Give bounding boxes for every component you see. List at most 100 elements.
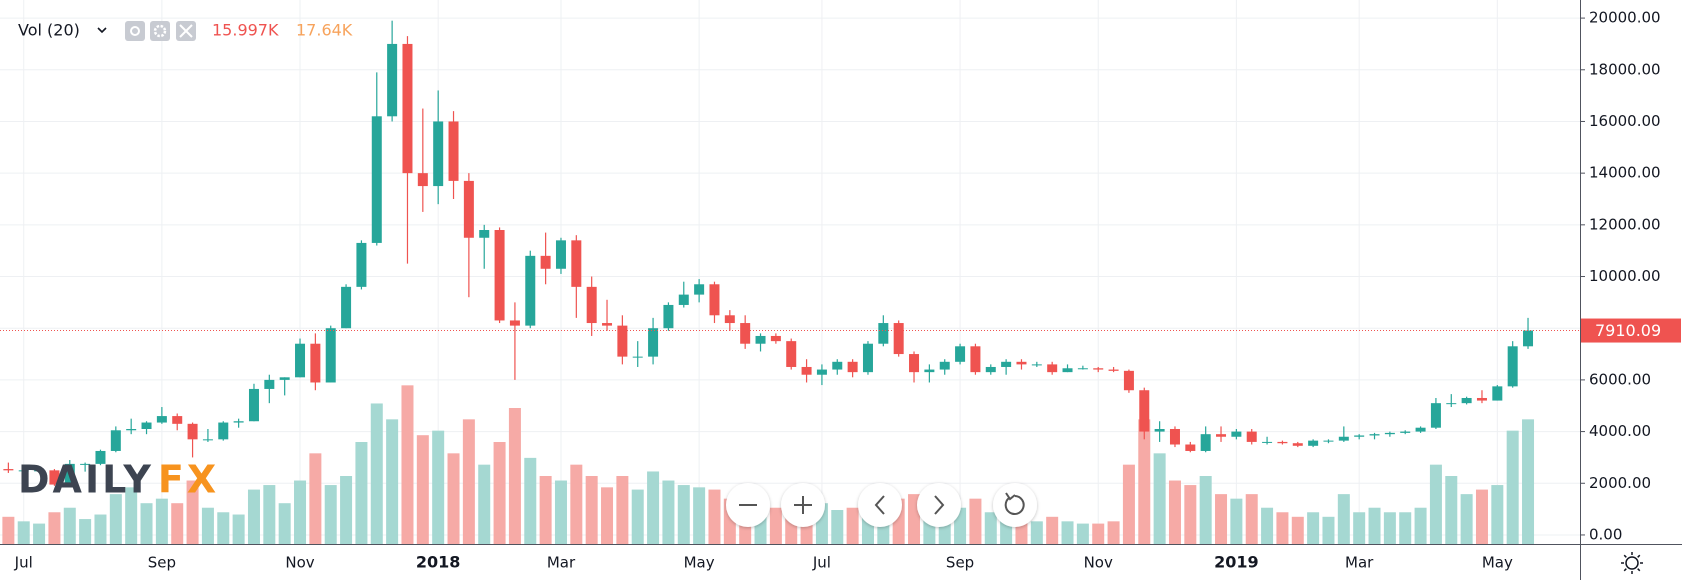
volume-bar xyxy=(647,471,660,544)
volume-bar xyxy=(1445,476,1458,544)
candle-body xyxy=(448,121,459,181)
volume-bar xyxy=(1138,419,1151,544)
volume-bar xyxy=(294,480,307,544)
x-tick-label: Jul xyxy=(14,554,33,572)
x-tick-label: May xyxy=(1482,554,1513,572)
gear-dots xyxy=(153,24,167,38)
volume-bar xyxy=(1076,523,1089,544)
candle-body xyxy=(387,43,398,117)
reset-button[interactable] xyxy=(993,483,1037,527)
candle-body xyxy=(356,242,367,287)
volume-bar xyxy=(662,480,675,544)
volume-bar xyxy=(63,507,76,544)
volume-bar xyxy=(508,408,521,544)
volume-bar xyxy=(585,476,598,544)
candle-body xyxy=(1154,428,1165,432)
volume-bar xyxy=(186,480,199,544)
volume-bar xyxy=(677,485,690,544)
volume-bar xyxy=(109,494,122,544)
candle-body xyxy=(648,328,659,357)
volume-bar xyxy=(1107,521,1120,544)
scroll-right-button[interactable] xyxy=(917,483,961,527)
volume-bar xyxy=(1030,521,1043,544)
scroll-left-button[interactable] xyxy=(858,483,902,527)
volume-legend: Vol (20) 15.997K 17.64K xyxy=(18,21,353,41)
volume-bar xyxy=(693,487,706,544)
x-tick-label: Mar xyxy=(547,554,576,572)
volume-bar xyxy=(386,419,399,544)
settings-icon[interactable] xyxy=(1621,552,1643,574)
eye-icon[interactable] xyxy=(125,21,145,41)
candle-body xyxy=(218,422,229,440)
volume-bar xyxy=(1184,485,1197,544)
volume-bar xyxy=(1215,494,1228,544)
candle-body xyxy=(141,422,152,429)
candle-layer xyxy=(0,20,1580,486)
candle-body xyxy=(279,377,290,380)
candle-body xyxy=(1507,346,1518,387)
candle-body xyxy=(433,121,444,187)
candle-body xyxy=(632,356,643,358)
volume-bar xyxy=(1276,512,1289,544)
x-tick-label: 2019 xyxy=(1214,553,1259,572)
volume-bar xyxy=(247,489,260,544)
candle-body xyxy=(1292,443,1303,446)
candle-body xyxy=(1016,361,1027,365)
candle-body xyxy=(555,240,566,269)
volume-layer xyxy=(2,385,1535,544)
volume-bar xyxy=(1153,453,1166,544)
candle-body xyxy=(955,346,966,362)
x-tick-label: Nov xyxy=(1084,554,1113,572)
volume-bar xyxy=(447,453,460,544)
volume-bar xyxy=(1475,489,1488,544)
y-tick-label: 16000.00 xyxy=(1589,112,1661,130)
candle-body xyxy=(1430,403,1441,428)
volume-bar xyxy=(1245,494,1258,544)
volume-bar xyxy=(278,503,291,544)
volume-bar xyxy=(570,464,583,544)
candle-body xyxy=(233,421,244,423)
candle-body xyxy=(1200,434,1211,451)
volume-bar xyxy=(340,476,353,544)
candle-body xyxy=(479,230,490,238)
volume-bar xyxy=(1046,516,1059,544)
candle-body xyxy=(525,255,536,326)
y-tick-label: 4000.00 xyxy=(1589,422,1651,440)
candle-body xyxy=(34,470,45,472)
volume-bar xyxy=(232,514,245,544)
candle-body xyxy=(602,323,613,326)
volume-bar xyxy=(984,512,997,544)
candle-body xyxy=(1400,431,1411,433)
volume-bar xyxy=(1122,464,1135,544)
legend-value: 15.997K xyxy=(212,21,279,40)
legend-chevron[interactable] xyxy=(97,27,107,34)
last-price-box xyxy=(1581,318,1681,343)
candle-body xyxy=(1277,441,1288,444)
volume-bar xyxy=(201,507,214,544)
volume-bar xyxy=(1168,480,1181,544)
settings-small-icon[interactable] xyxy=(150,21,170,41)
candle-body xyxy=(187,423,198,440)
candle-body xyxy=(694,284,705,295)
volume-bar xyxy=(401,385,414,544)
volume-bar xyxy=(708,489,721,544)
candle-body xyxy=(1093,368,1104,370)
candle-body xyxy=(770,335,781,342)
legend-value: 17.64K xyxy=(296,21,353,40)
candle-body xyxy=(755,335,766,344)
y-tick-label: 18000.00 xyxy=(1589,60,1661,78)
x-tick-label: 2018 xyxy=(416,553,461,572)
x-tick-label: Mar xyxy=(1345,554,1374,572)
volume-bar xyxy=(1291,516,1304,544)
zoom-in-button[interactable] xyxy=(781,483,825,527)
y-tick-label: 2000.00 xyxy=(1589,474,1651,492)
candle-body xyxy=(1077,368,1088,370)
candle-body xyxy=(110,430,121,451)
volume-bar xyxy=(1061,521,1074,544)
candle-body xyxy=(1139,390,1150,432)
volume-bar xyxy=(908,494,921,544)
candle-body xyxy=(1323,440,1334,442)
zoom-out-button[interactable] xyxy=(726,483,770,527)
candle-body xyxy=(64,463,75,485)
